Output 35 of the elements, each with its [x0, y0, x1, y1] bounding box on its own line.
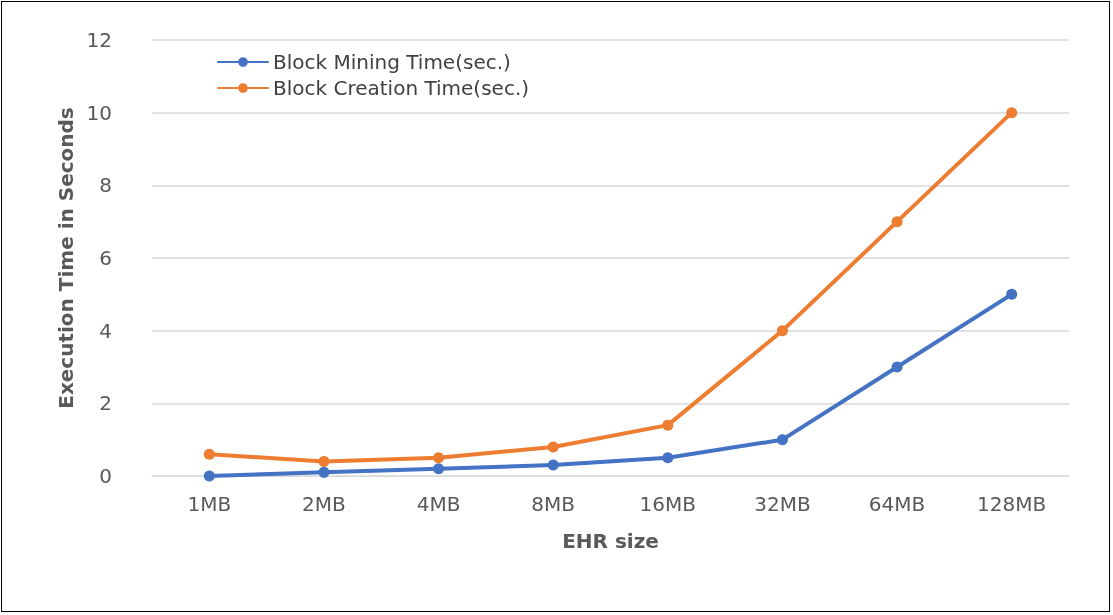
point	[203, 470, 215, 482]
point	[547, 459, 559, 471]
point	[662, 419, 674, 431]
point	[1006, 107, 1018, 119]
y-tick-label: 0	[99, 464, 112, 488]
x-tick-label: 16MB	[639, 492, 697, 516]
point	[662, 452, 674, 464]
y-axis-title: Execution Time in Seconds	[53, 107, 78, 409]
x-tick-label: 64MB	[868, 492, 926, 516]
x-tick-label: 4MB	[416, 492, 461, 516]
x-tick-label: 128MB	[977, 492, 1047, 516]
y-tick-label: 4	[99, 318, 112, 343]
point	[1006, 288, 1018, 300]
point	[776, 325, 788, 337]
point	[433, 452, 445, 464]
point	[203, 448, 215, 460]
x-tick-label: 2MB	[302, 492, 346, 516]
point	[318, 455, 330, 467]
x-axis-title: EHR size	[562, 529, 659, 553]
point	[318, 466, 330, 478]
x-tick-label: 32MB	[754, 492, 811, 516]
legend-label: Block Creation Time(sec.)	[273, 76, 530, 100]
point	[433, 463, 445, 475]
y-tick-label: 8	[99, 173, 112, 198]
x-tick-label: 8MB	[531, 492, 576, 516]
y-tick-label: 6	[99, 246, 112, 270]
point	[776, 434, 788, 446]
point	[891, 216, 903, 228]
point	[891, 361, 903, 373]
point	[547, 441, 559, 453]
legend-label: Block Mining Time(sec.)	[273, 50, 511, 74]
y-tick-label: 12	[86, 28, 112, 52]
y-tick-label: 2	[99, 391, 112, 416]
x-tick-label: 1MB	[187, 492, 232, 516]
y-tick-label: 10	[86, 100, 112, 125]
